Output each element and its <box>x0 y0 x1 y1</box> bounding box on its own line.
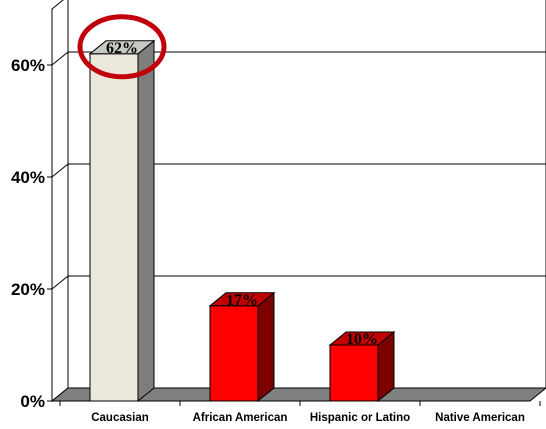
highlight-ellipse <box>77 14 167 80</box>
category-label: Caucasian <box>91 412 149 424</box>
category-label: African American <box>193 412 288 424</box>
y-tick-label: 20% <box>11 280 45 299</box>
y-tick-label: 40% <box>11 168 45 187</box>
bar-top <box>208 292 276 307</box>
data-label: 10% <box>346 331 378 348</box>
category-label: Hispanic or Latino <box>310 412 410 424</box>
bar-front <box>329 344 379 402</box>
data-label: 17% <box>226 292 258 309</box>
y-tick-label: 60% <box>11 56 45 75</box>
data-labels: 62% 17% 10% <box>106 40 378 348</box>
bar-side <box>137 39 155 403</box>
gridline-side <box>51 51 69 66</box>
bar-front <box>89 53 139 402</box>
y-tick-label: 0% <box>20 392 45 411</box>
gridline-side <box>51 163 69 178</box>
bars <box>88 39 396 403</box>
bar-front <box>209 305 259 402</box>
data-label: 62% <box>106 40 138 57</box>
gridline-side <box>51 275 69 290</box>
bar <box>88 39 156 403</box>
highlight-circle <box>77 14 167 80</box>
bar <box>328 330 396 403</box>
chart-walls <box>51 0 546 403</box>
bar-top <box>328 331 396 346</box>
y-tick-labels: 0% 20% 40% 60% <box>11 56 45 411</box>
bar <box>208 291 276 403</box>
category-labels: Caucasian African American Hispanic or Lat… <box>91 412 525 424</box>
side-wall <box>51 0 69 403</box>
category-label: Native American <box>435 412 525 424</box>
bar-side <box>257 291 275 403</box>
bar-top <box>88 40 156 55</box>
